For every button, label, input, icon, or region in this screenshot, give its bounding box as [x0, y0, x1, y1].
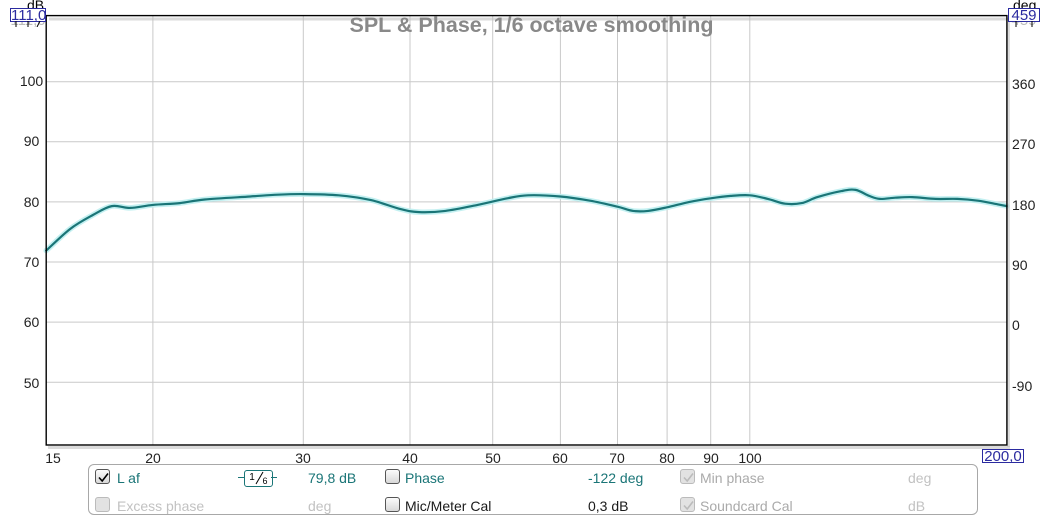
svg-text:1: 1: [249, 472, 255, 483]
svg-text:6: 6: [262, 476, 267, 486]
